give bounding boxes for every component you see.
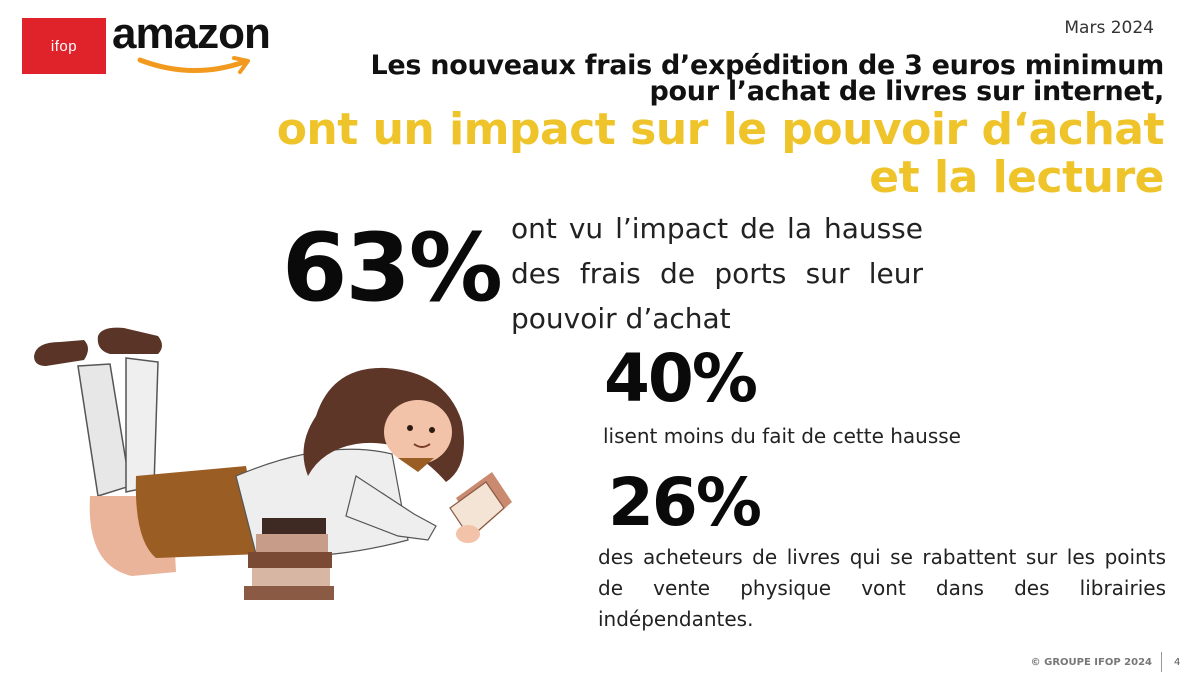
ifop-logo-text: ifop (50, 37, 78, 55)
ifop-logo: ifop (22, 18, 106, 74)
headline-highlight-line-2: et la lecture (869, 152, 1164, 203)
stat-text-read-less: lisent moins du fait de cette hausse (603, 424, 961, 448)
stat-text-purchasing-power: ont vu l’impact de la hausse des frais d… (511, 212, 923, 335)
page-number: 4 (1174, 657, 1181, 668)
footer-copyright: © GROUPE IFOP 2024 (1030, 657, 1152, 668)
headline-highlight-line-1: ont un impact sur le pouvoir d‘achat (276, 104, 1165, 155)
stat-text-independent-bookstores: des acheteurs de livres qui se rabattent… (598, 545, 1166, 631)
headline-line-1: Les nouveaux frais d’expédition de 3 eur… (370, 50, 1165, 81)
stat-value-independent-bookstores: 26% (608, 464, 762, 541)
amazon-logo: amazon (112, 10, 292, 78)
amazon-logo-text: amazon (112, 9, 271, 58)
amazon-smile-icon (137, 56, 250, 74)
stat-value-purchasing-power: 63% (282, 214, 503, 323)
headline-line-2: pour l’achat de livres sur internet, (649, 76, 1165, 107)
report-date: Mars 2024 (1064, 18, 1154, 38)
footer-divider (1161, 652, 1162, 672)
stat-value-read-less: 40% (604, 340, 758, 417)
girl-reading-illustration (34, 327, 512, 600)
